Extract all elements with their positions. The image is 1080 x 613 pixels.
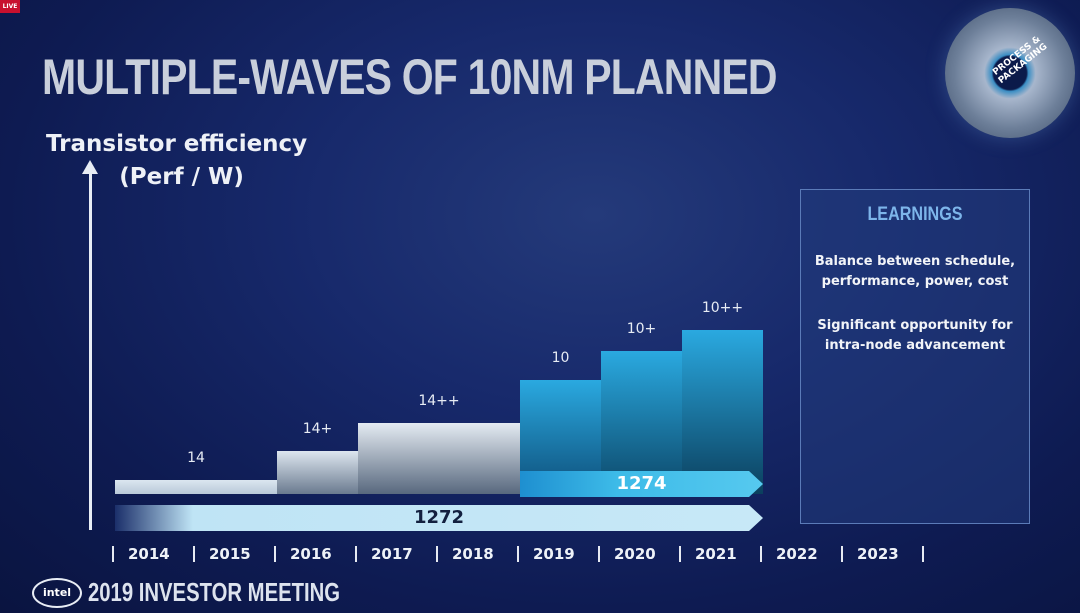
node-bar-14p	[277, 451, 358, 494]
learnings-panel: LEARNINGS Balance between schedule, perf…	[800, 189, 1030, 524]
year-separator	[274, 546, 276, 562]
year-separator	[841, 546, 843, 562]
year-separator	[112, 546, 114, 562]
learnings-point-1: Balance between schedule, performance, p…	[814, 254, 1016, 289]
year-label: 2022	[776, 545, 818, 563]
year-tick-2014: 2014	[112, 543, 193, 565]
year-separator	[436, 546, 438, 562]
year-separator	[679, 546, 681, 562]
year-tick-2015: 2015	[193, 543, 274, 565]
year-tick-2020: 2020	[598, 543, 679, 565]
process-packaging-badge	[945, 8, 1075, 138]
year-separator	[598, 546, 600, 562]
process-arrow-1274	[520, 471, 763, 497]
year-label: 2019	[533, 545, 575, 563]
x-axis-years: 2014 2015 2016 2017 2018 2019 2020 2021 2022 2023	[112, 543, 924, 565]
node-bar-10p	[601, 351, 682, 494]
year-separator	[517, 546, 519, 562]
year-label: 2018	[452, 545, 494, 563]
intel-logo: intel	[32, 578, 82, 608]
year-tick-2017: 2017	[355, 543, 436, 565]
y-axis-label: Transistor efficiency (Perf / W)	[46, 128, 307, 194]
node-label-14pp: 14++	[418, 392, 460, 409]
learnings-point-2: Significant opportunity for intra-node a…	[817, 318, 1013, 353]
node-label-10pp: 10++	[701, 299, 744, 316]
y-axis-label-line2: (Perf / W)	[119, 164, 244, 190]
y-axis-arrowhead	[82, 160, 98, 174]
y-axis-label-line1: Transistor efficiency	[46, 131, 308, 157]
year-tick-2023: 2023	[841, 543, 922, 565]
node-label-14p: 14+	[302, 421, 333, 438]
page-title: MULTIPLE-WAVES OF 10NM PLANNED	[42, 49, 778, 105]
live-badge: LIVE	[0, 0, 20, 13]
year-separator	[355, 546, 357, 562]
node-label-14: 14	[187, 449, 205, 466]
year-tick-2019: 2019	[517, 543, 598, 565]
year-tick-2018: 2018	[436, 543, 517, 565]
y-axis-line	[89, 170, 92, 530]
node-bar-10pp	[682, 329, 763, 494]
process-arrow-1272	[115, 505, 763, 531]
node-bar-14	[115, 479, 277, 494]
year-label: 2014	[128, 545, 170, 563]
year-tick-2016: 2016	[274, 543, 355, 565]
year-label: 2020	[614, 545, 656, 563]
node-bar-14pp	[358, 422, 520, 494]
footer-event-title: 2019 INVESTOR MEETING	[88, 577, 341, 607]
node-label-10: 10	[551, 349, 570, 366]
year-separator-end	[922, 546, 924, 562]
year-label: 2017	[371, 545, 413, 563]
node-label-10p: 10+	[626, 321, 657, 337]
process-arrow-label-1274: 1274	[616, 473, 667, 494]
learnings-heading: LEARNINGS	[867, 204, 963, 225]
year-label: 2015	[209, 545, 251, 563]
year-label: 2023	[857, 545, 899, 563]
year-tick-2022: 2022	[760, 543, 841, 565]
process-arrow-label-1272: 1272	[413, 507, 465, 528]
year-label: 2021	[695, 545, 737, 563]
year-separator	[760, 546, 762, 562]
year-label: 2016	[290, 545, 332, 563]
year-tick-2021: 2021	[679, 543, 760, 565]
year-separator	[193, 546, 195, 562]
